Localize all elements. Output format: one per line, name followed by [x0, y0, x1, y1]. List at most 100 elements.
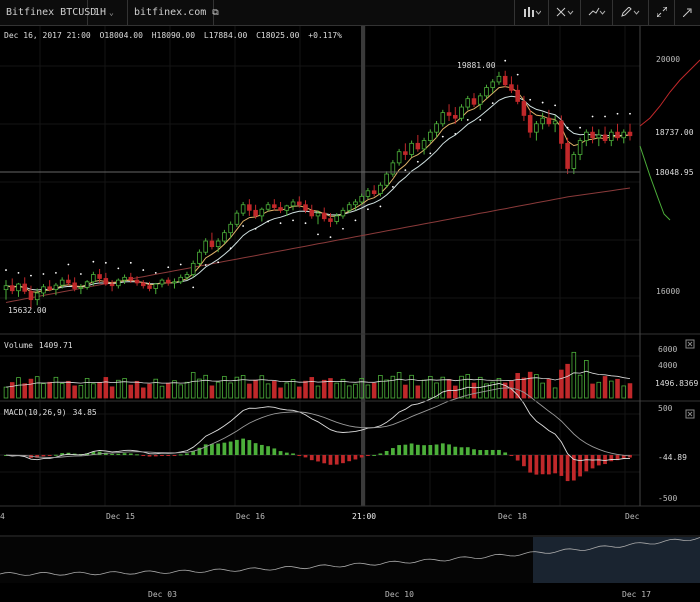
macd-histogram-bar [147, 455, 152, 457]
candle-body [265, 204, 271, 210]
ohlc-header: Dec 16, 2017 21:00 O18004.00 H18090.00 L… [4, 31, 342, 40]
price-extension-up [639, 59, 700, 127]
macd-histogram-bar [222, 442, 227, 455]
fullscreen-button[interactable] [648, 0, 674, 25]
volume-bar [3, 386, 9, 399]
volume-bar [459, 375, 464, 399]
candle-body [197, 251, 202, 264]
volume-bar [153, 378, 159, 399]
volume-bar [53, 376, 59, 399]
candle-body [353, 201, 358, 206]
line-tool-icon [588, 7, 605, 16]
candle-body [421, 140, 427, 150]
chart-canvas[interactable]: Dec 16, 2017 21:00 O18004.00 H18090.00 L… [0, 26, 700, 602]
sar-dot [267, 220, 269, 223]
macd-histogram-bar [553, 455, 557, 474]
macd-histogram-bar [522, 455, 526, 467]
macd-histogram-bar [459, 447, 464, 455]
site-link[interactable]: bitfinex.com ⧉ [128, 0, 219, 25]
candle-body [165, 279, 171, 284]
macd-histogram-bar [453, 446, 458, 455]
macd-histogram-bar [384, 450, 389, 455]
volume-title: Volume 1409.71 [4, 341, 73, 350]
macd-histogram-bar [247, 440, 252, 455]
macd-histogram-bar [478, 450, 483, 455]
macd-axis-label: 500 [658, 404, 673, 413]
compare-button[interactable] [580, 0, 612, 25]
close-pane-button[interactable] [685, 339, 695, 349]
candle-body [247, 204, 252, 211]
sar-dot [466, 118, 469, 121]
sar-dot [217, 261, 220, 264]
time-axis-label: Dec 18 [498, 512, 527, 521]
volume-bar [334, 382, 339, 399]
candle-body [546, 117, 552, 125]
candle-body [297, 201, 302, 206]
sar-dot [129, 261, 132, 264]
sar-dot [566, 126, 569, 129]
volume-bar [565, 363, 570, 399]
volume-bar [172, 380, 177, 399]
sar-dot [5, 269, 7, 271]
candle-body [47, 286, 52, 291]
volume-bar [534, 374, 539, 399]
popout-button[interactable] [674, 0, 700, 25]
price-extension-down [639, 145, 671, 221]
sar-dot [342, 227, 344, 230]
candle-body [559, 120, 564, 144]
macd-histogram-bar [603, 455, 607, 465]
volume-bar [378, 375, 383, 399]
sar-dot [229, 247, 232, 250]
interval-label: 1H [94, 7, 107, 18]
candle-body [459, 106, 464, 119]
sar-dot [17, 271, 20, 274]
symbol-selector[interactable]: Bitfinex BTCUSD [0, 0, 96, 25]
indicators-button[interactable] [514, 0, 548, 25]
macd-histogram-bar [628, 455, 632, 458]
volume-bar [141, 387, 146, 399]
volume-bar [515, 373, 520, 399]
volume-bar [315, 385, 321, 399]
sar-dot [92, 260, 95, 263]
macd-histogram-bar [447, 444, 451, 455]
candle-body [228, 223, 233, 234]
open-external-icon: ⧉ [212, 8, 219, 18]
time-axis-edge-label: 4 [0, 512, 5, 521]
candle-body [84, 281, 90, 288]
macd-histogram-bar [191, 450, 196, 455]
candle-body [278, 207, 283, 211]
volume-bar [396, 372, 402, 399]
volume-bar [247, 383, 252, 399]
navigator-window[interactable] [533, 537, 700, 583]
volume-bar [197, 378, 202, 399]
macd-histogram-bar [472, 449, 476, 455]
volume-bar [165, 382, 171, 399]
candle-body [615, 131, 620, 139]
macd-histogram-bar [341, 455, 345, 464]
sar-dot [579, 126, 581, 129]
candle-body [272, 204, 277, 208]
sar-dot [629, 112, 631, 115]
candle-body [515, 89, 520, 102]
volume-bar [346, 385, 352, 399]
volume-bar [234, 376, 240, 399]
candle-body [190, 262, 196, 275]
sar-dot [604, 115, 606, 118]
macd-histogram-bar [465, 447, 470, 455]
sar-dot [142, 269, 145, 271]
navigator-line [0, 537, 700, 576]
macd-histogram-bar [253, 443, 258, 455]
interval-selector[interactable]: 1H ⌄ [88, 0, 128, 25]
sar-dot [379, 205, 382, 208]
volume-bar [72, 385, 77, 399]
crosshair-button[interactable] [548, 0, 580, 25]
macd-histogram-bar [210, 444, 214, 455]
volume-bar [615, 378, 620, 399]
draw-button[interactable] [612, 0, 648, 25]
candle-body [159, 279, 165, 285]
close-pane-button[interactable] [685, 409, 695, 419]
volume-bar [453, 385, 458, 399]
volume-bar [328, 378, 333, 399]
volume-bar [103, 377, 109, 399]
candle-body [584, 131, 589, 141]
